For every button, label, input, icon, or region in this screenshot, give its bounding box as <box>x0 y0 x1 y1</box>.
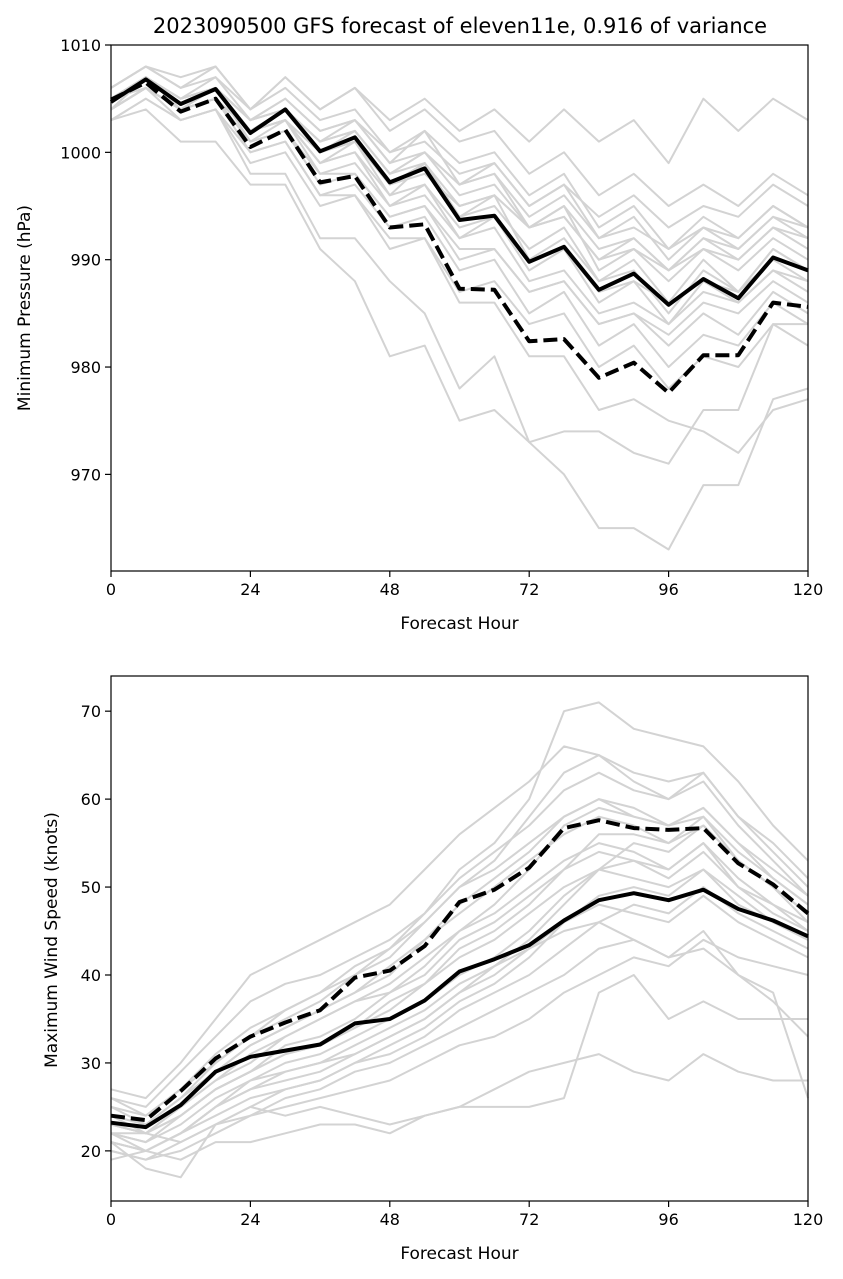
wind-x-tick-label: 120 <box>793 1210 824 1229</box>
wind-axes-frame <box>110 675 809 1202</box>
pressure-solid-line <box>109 77 809 307</box>
wind-ensemble-member-line-11 <box>110 886 809 1152</box>
wind-y-axis-label: Maximum Wind Speed (knots) <box>42 812 62 1068</box>
wind-y-tick-label: 70 <box>81 702 101 721</box>
pressure-dashed-line <box>110 80 809 395</box>
wind-solid-line <box>110 887 809 1130</box>
pressure-x-tick-label: 24 <box>240 580 260 599</box>
wind-ensemble-member-line-17 <box>110 842 809 1126</box>
wind-x-tick-label: 72 <box>519 1210 539 1229</box>
wind-ensemble-member-line-12 <box>110 938 809 1161</box>
wind-ensemble-member-line-14 <box>110 1053 808 1161</box>
wind-x-tick-label: 0 <box>106 1210 116 1229</box>
wind-ensemble-member-line-4 <box>110 701 809 1108</box>
wind-ensemble-member-line-19 <box>111 868 809 1135</box>
figure-title: 2023090500 GFS forecast of eleven11e, 0.… <box>153 14 767 38</box>
wind-y-tick-label: 60 <box>81 790 101 809</box>
wind-panel: 0 24 48 72 96 120 20 30 40 50 60 70 Forecast Hour M… <box>42 675 824 1264</box>
pressure-y-tick-label: 1010 <box>60 36 101 55</box>
pressure-y-tick-label: 1000 <box>60 143 101 162</box>
pressure-x-tick-label: 96 <box>658 580 678 599</box>
pressure-axes-frame <box>110 44 809 572</box>
pressure-panel: 0 24 48 72 96 120 970 980 990 1000 1010 Forecast H… <box>15 36 823 634</box>
wind-x-tick-label: 96 <box>658 1210 678 1229</box>
wind-ensemble-member-line-16 <box>110 938 809 1144</box>
pressure-ensemble-member-line-3 <box>110 65 809 250</box>
wind-y-tick-label: 40 <box>81 966 101 985</box>
pressure-ensemble-member-line-22 <box>110 86 809 326</box>
wind-y-tick-label: 30 <box>81 1054 101 1073</box>
wind-x-tick-label: 48 <box>380 1210 400 1229</box>
wind-ensemble-member-line-21 <box>110 798 809 1117</box>
wind-ensemble-member-line-10 <box>110 745 809 1100</box>
pressure-ensemble-member-line-11 <box>110 76 809 261</box>
pressure-y-tick-label: 990 <box>70 251 101 270</box>
wind-x-axis-label: Forecast Hour <box>400 1244 518 1264</box>
pressure-ensemble-member-line-20 <box>110 86 809 336</box>
wind-y-tick-label: 50 <box>81 878 101 897</box>
wind-ensemble-member-line-22 <box>110 894 809 1152</box>
pressure-y-axis-label: Minimum Pressure (hPa) <box>15 205 35 411</box>
pressure-x-tick-label: 72 <box>519 580 539 599</box>
pressure-x-tick-label: 0 <box>106 580 116 599</box>
pressure-y-tick-label: 970 <box>70 465 101 484</box>
pressure-ensemble-member-line-6 <box>110 97 809 368</box>
pressure-y-tick-label: 980 <box>70 358 101 377</box>
pressure-ensemble-member-line-17 <box>110 65 809 165</box>
wind-y-tick-label: 20 <box>81 1142 101 1161</box>
wind-ensemble-member-line-7 <box>110 771 809 1117</box>
pressure-x-tick-label: 48 <box>380 580 400 599</box>
pressure-x-axis-label: Forecast Hour <box>400 614 518 634</box>
pressure-x-tick-label: 120 <box>793 580 824 599</box>
wind-dashed-line <box>110 818 810 1123</box>
wind-x-tick-label: 24 <box>240 1210 260 1229</box>
pressure-ensemble-member-line-21 <box>110 76 809 250</box>
wind-ensemble-member-line-20 <box>110 815 809 1126</box>
pressure-ensemble-member-line-14 <box>110 86 809 551</box>
